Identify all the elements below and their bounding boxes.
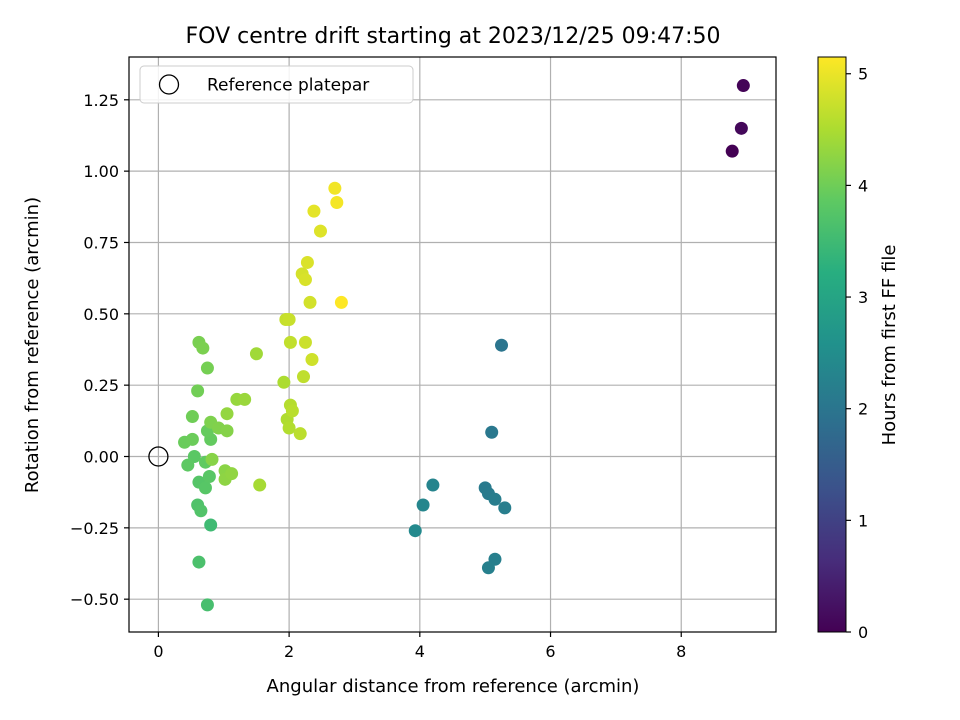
reference-platepar-point: [148, 446, 169, 467]
y-tick-label: 0.50: [83, 305, 119, 324]
data-point: [334, 295, 348, 309]
colorbar-ticks: 0 1 2 3 4 5: [846, 65, 868, 642]
chart-title: FOV centre drift starting at 2023/12/25 …: [186, 24, 721, 49]
data-point: [238, 392, 252, 406]
data-point: [488, 492, 502, 506]
data-point: [225, 467, 239, 481]
x-tick-label: 2: [284, 642, 294, 661]
x-tick-label: 6: [545, 642, 555, 661]
data-point: [253, 478, 267, 492]
data-point: [725, 144, 739, 158]
y-axis-ticks: −0.50 −0.25 0.00 0.25 0.50 0.75 1.00 1.25: [70, 91, 129, 609]
colorbar-tick-label: 4: [858, 176, 868, 195]
data-point: [293, 427, 307, 441]
data-point: [296, 370, 310, 384]
data-point: [282, 313, 296, 327]
data-point: [220, 407, 234, 421]
data-point: [191, 384, 205, 398]
y-tick-label: 0.75: [83, 233, 119, 252]
legend-marker-open-circle: [158, 74, 180, 95]
data-point: [249, 347, 263, 361]
data-point: [204, 518, 218, 532]
legend-label: Reference platepar: [207, 76, 369, 96]
legend: Reference platepar: [139, 65, 414, 104]
colorbar-tick-label: 2: [858, 400, 868, 419]
colorbar-label: Hours from first FF file: [879, 245, 900, 446]
y-tick-label: 1.25: [83, 91, 119, 110]
data-point: [205, 452, 219, 466]
data-point: [328, 181, 342, 195]
data-point: [194, 504, 208, 518]
reference-marker: [148, 446, 169, 467]
data-point: [185, 432, 199, 446]
x-tick-label: 4: [415, 642, 425, 661]
data-point: [313, 224, 327, 238]
data-point: [181, 458, 195, 472]
data-point: [277, 375, 291, 389]
data-point: [485, 425, 499, 439]
x-axis-label: Angular distance from reference (arcmin): [267, 676, 640, 697]
data-point: [303, 295, 317, 309]
data-point: [285, 404, 299, 418]
grid-lines: [129, 57, 776, 632]
data-point: [330, 196, 344, 210]
data-point: [283, 335, 297, 349]
data-point: [408, 524, 422, 538]
data-point: [736, 79, 750, 93]
y-tick-label: 0.00: [83, 448, 119, 467]
data-point: [185, 410, 199, 424]
data-point: [734, 121, 748, 135]
data-point: [192, 555, 206, 569]
y-tick-label: −0.25: [70, 519, 119, 538]
legend-box: [139, 65, 414, 104]
data-point: [426, 478, 440, 492]
data-point: [196, 341, 210, 355]
colorbar-tick-label: 1: [858, 511, 868, 530]
data-point: [202, 469, 216, 483]
data-point: [282, 421, 296, 435]
data-point: [298, 273, 312, 287]
colorbar-tick-label: 5: [858, 65, 868, 84]
data-point: [498, 501, 512, 515]
x-tick-label: 8: [676, 642, 686, 661]
data-point: [220, 424, 234, 438]
plot-frame: [128, 56, 777, 633]
y-tick-label: −0.50: [70, 590, 119, 609]
data-point: [305, 352, 319, 366]
data-point: [198, 481, 212, 495]
data-point: [307, 204, 321, 218]
x-axis-ticks: 0 2 4 6 8: [153, 632, 686, 661]
colorbar-frame: [817, 56, 847, 633]
data-point: [300, 255, 314, 269]
colorbar-tick-label: 3: [858, 288, 868, 307]
data-point: [495, 338, 509, 352]
colorbar-tick-label: 0: [858, 623, 868, 642]
x-tick-label: 0: [153, 642, 163, 661]
data-point: [200, 598, 214, 612]
data-points: [178, 79, 750, 612]
colorbar: [818, 57, 846, 632]
data-point: [481, 561, 495, 575]
data-point: [298, 335, 312, 349]
y-axis-label: Rotation from reference (arcmin): [22, 197, 43, 493]
data-point: [200, 361, 214, 375]
data-point: [416, 498, 430, 512]
y-tick-label: 0.25: [83, 376, 119, 395]
y-tick-label: 1.00: [83, 162, 119, 181]
